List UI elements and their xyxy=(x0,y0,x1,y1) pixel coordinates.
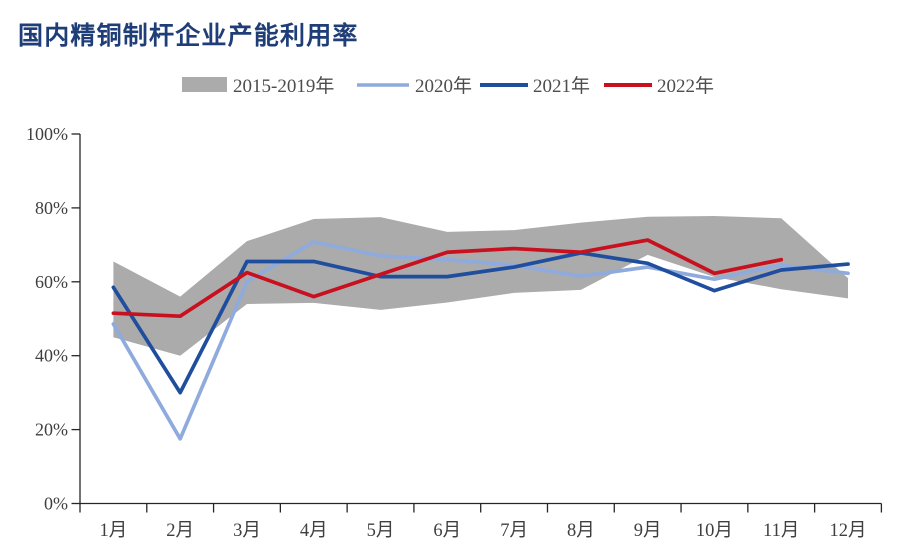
x-axis-tick-label: 5月 xyxy=(367,521,395,541)
x-axis-tick-label: 9月 xyxy=(634,521,662,541)
x-axis-tick-label: 12月 xyxy=(830,521,867,541)
plot-area xyxy=(111,216,850,441)
axes: 0% 20% 40% 60% 80% 100% 1月 2月 3月 4月 5月 6月 7月 8月 9月 10月 1… xyxy=(26,124,883,541)
x-axis-tick-label: 10月 xyxy=(696,521,733,541)
x-axis-tick-label: 11月 xyxy=(763,521,799,541)
y-axis-tick-label: 60% xyxy=(35,272,68,292)
series-line-2020年 xyxy=(111,240,850,441)
y-axis-tick-label: 0% xyxy=(44,494,68,514)
x-axis-tick-label: 1月 xyxy=(100,521,128,541)
legend-2021-label: 2021年 xyxy=(533,75,590,97)
x-axis-tick-label: 7月 xyxy=(500,521,528,541)
legend: 2015-2019年 2020年 2021年 2022年 xyxy=(182,75,714,97)
x-axis-tick-label: 6月 xyxy=(433,521,461,541)
x-axis-tick-label: 3月 xyxy=(233,521,261,541)
chart-title: 国内精铜制杆企业产能利用率 xyxy=(18,21,359,50)
x-axis-tick-label: 8月 xyxy=(567,521,595,541)
legend-band-swatch xyxy=(182,77,227,92)
legend-2022-label: 2022年 xyxy=(657,75,714,97)
y-axis-tick-label: 40% xyxy=(35,346,68,366)
series-line-2022年 xyxy=(111,238,784,319)
y-axis-tick-label: 80% xyxy=(35,198,68,218)
y-axis-tick-label: 20% xyxy=(35,420,68,440)
y-axis-tick-label: 100% xyxy=(26,124,68,144)
x-axis-tick-label: 2月 xyxy=(166,521,194,541)
series-line-2021年 xyxy=(111,251,850,395)
legend-2020-label: 2020年 xyxy=(415,75,472,97)
x-axis-tick-label: 4月 xyxy=(300,521,328,541)
legend-band-label: 2015-2019年 xyxy=(233,75,334,97)
